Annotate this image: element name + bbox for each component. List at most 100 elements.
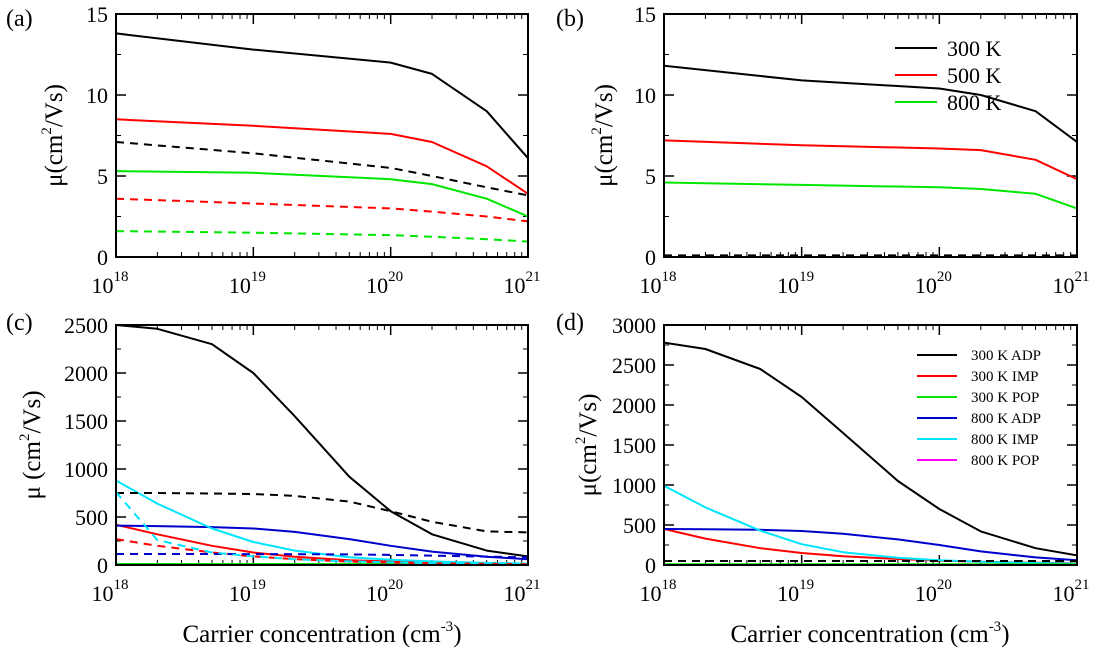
legend-label: 800 K IMP xyxy=(971,432,1039,448)
y-tick-label: 0 xyxy=(97,245,108,270)
series-line-800-k-imp xyxy=(664,484,1077,565)
legend-label: 300 K POP xyxy=(971,390,1039,406)
series-line-800-k-adp xyxy=(116,524,528,561)
x-tick-label: 1018 xyxy=(92,269,129,298)
legend-label: 800 K POP xyxy=(971,453,1039,469)
series-line-500-k xyxy=(664,139,1077,181)
x-tick-exponent: 18 xyxy=(114,269,129,285)
plot-frame xyxy=(663,13,1078,258)
x-tick-base: 10 xyxy=(640,273,662,298)
x-tick-exponent: 19 xyxy=(799,577,814,593)
x-tick-base: 10 xyxy=(915,581,937,606)
legend-label: 800 K xyxy=(947,90,1002,115)
x-tick-exponent: 20 xyxy=(388,269,403,285)
legend: 300 K ADP 300 K IMP 300 K POP 800 K ADP 800 … xyxy=(917,348,1041,469)
x-tick-exponent: 19 xyxy=(251,577,266,593)
y-tick-label: 5 xyxy=(645,164,656,189)
series-group xyxy=(116,325,528,565)
series-line-800-k-adp xyxy=(664,528,1077,562)
x-tick-base: 10 xyxy=(92,273,114,298)
series-group xyxy=(664,64,1077,257)
y-axis-title: μ(cm2/Vs) xyxy=(573,394,602,497)
x-tick-base: 10 xyxy=(366,273,388,298)
series-line-800-k-adp-dashed xyxy=(116,553,528,559)
panel-d: 1018 1019 1020 1021050010001500200025003000… xyxy=(556,310,1090,606)
series-line-300-k-imp xyxy=(664,528,1077,565)
x-tick-exponent: 18 xyxy=(662,269,677,285)
y-axis-title-post: /Vs) xyxy=(591,84,618,127)
y-tick-label: 1000 xyxy=(64,457,108,482)
x-tick-exponent: 20 xyxy=(937,269,952,285)
y-axis-title-sup: 2 xyxy=(573,437,589,445)
y-axis-title-sup: 2 xyxy=(589,127,605,135)
legend-label: 800 K ADP xyxy=(971,411,1041,427)
x-tick-base: 10 xyxy=(229,273,251,298)
x-tick-label: 1021 xyxy=(504,269,541,298)
x-tick-base: 10 xyxy=(504,581,526,606)
y-tick-label: 2000 xyxy=(64,361,108,386)
panel-label: (d) xyxy=(556,310,584,336)
x-tick-label: 1021 xyxy=(1053,577,1090,606)
y-axis-title-pre: μ (cm xyxy=(19,440,46,499)
y-tick-label: 10 xyxy=(86,83,108,108)
y-axis-title-post: /Vs) xyxy=(575,394,602,437)
y-axis-title: μ(cm2/Vs) xyxy=(39,84,68,187)
y-axis-title: μ(cm2/Vs) xyxy=(589,84,618,187)
plot-frame xyxy=(115,324,529,566)
legend-label: 300 K xyxy=(947,36,1002,61)
plot-frame xyxy=(115,13,529,258)
x-tick-label: 1018 xyxy=(640,269,677,298)
x-tick-base: 10 xyxy=(366,581,388,606)
series-line-800-k xyxy=(664,181,1077,210)
x-tick-exponent: 20 xyxy=(388,577,403,593)
series-line-800-k-imp-dashed xyxy=(116,491,528,565)
x-tick-label: 1020 xyxy=(915,577,952,606)
y-axis-title-pre: μ(cm xyxy=(591,134,618,187)
y-tick-label: 2000 xyxy=(612,393,656,418)
series-line-300-k xyxy=(116,32,528,159)
series-line-300-k-adp xyxy=(664,341,1077,557)
series-line-800-k xyxy=(116,170,528,218)
y-tick-label: 15 xyxy=(86,2,108,27)
x-tick-exponent: 20 xyxy=(937,577,952,593)
x-tick-base: 10 xyxy=(915,273,937,298)
series-line-500-k xyxy=(116,118,528,195)
x-tick-exponent: 21 xyxy=(1075,269,1090,285)
series-group xyxy=(116,32,528,243)
x-axis-title-text: Carrier concentration (cm-3) xyxy=(182,619,461,648)
y-axis-title-sup: 2 xyxy=(39,127,55,135)
x-tick-label: 1020 xyxy=(915,269,952,298)
x-tick-base: 10 xyxy=(1053,273,1075,298)
panel-c: 1018 1019 1020 102105001000150020002500(c)μ… xyxy=(6,310,541,606)
y-tick-label: 10 xyxy=(634,83,656,108)
series-line-800-k-imp xyxy=(116,479,528,565)
x-tick-base: 10 xyxy=(777,581,799,606)
x-tick-base: 10 xyxy=(777,273,799,298)
x-tick-label: 1020 xyxy=(366,577,403,606)
panel-label: (a) xyxy=(6,6,33,32)
y-tick-label: 500 xyxy=(623,513,656,538)
x-tick-base: 10 xyxy=(92,581,114,606)
x-tick-label: 1018 xyxy=(640,577,677,606)
x-tick-exponent: 19 xyxy=(799,269,814,285)
x-tick-label: 1019 xyxy=(229,577,266,606)
x-tick-base: 10 xyxy=(504,273,526,298)
y-tick-label: 2500 xyxy=(612,353,656,378)
x-tick-exponent: 19 xyxy=(251,269,266,285)
series-line-300-k-dashed xyxy=(116,141,528,197)
y-tick-label: 15 xyxy=(634,2,656,27)
y-tick-label: 1000 xyxy=(612,473,656,498)
x-tick-label: 1018 xyxy=(92,577,129,606)
x-tick-base: 10 xyxy=(1053,581,1075,606)
x-tick-exponent: 18 xyxy=(114,577,129,593)
y-axis-title-sup: 2 xyxy=(17,434,33,442)
y-tick-label: 0 xyxy=(645,553,656,578)
panel-label: (b) xyxy=(556,6,584,32)
y-axis-title: μ (cm2/Vs) xyxy=(17,390,46,499)
series-line-800-k-dashed xyxy=(116,230,528,243)
x-tick-label: 1019 xyxy=(777,269,814,298)
x-tick-base: 10 xyxy=(640,581,662,606)
